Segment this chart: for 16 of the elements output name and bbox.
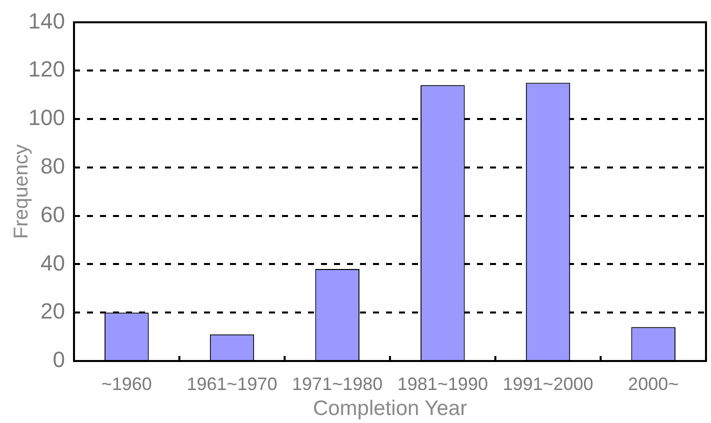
y-tick-label: 140 (28, 8, 65, 34)
x-tick-label: 1981~1990 (397, 374, 488, 394)
x-axis-title: Completion Year (312, 397, 468, 420)
y-axis-title: Frequency (10, 144, 33, 239)
y-tick-label: 80 (40, 153, 65, 178)
y-tick-label: 0 (52, 347, 65, 372)
x-tick-label: ~1960 (101, 374, 152, 394)
x-tick-label: 2000~ (628, 374, 679, 394)
y-tick-label: 100 (28, 105, 65, 130)
y-tick-label: 40 (40, 250, 65, 276)
y-tick-label: 60 (40, 202, 65, 227)
y-tick-label: 20 (40, 298, 65, 324)
y-tick-label: 120 (28, 56, 65, 82)
x-tick-label: 1991~2000 (502, 374, 594, 394)
x-tick-label: 1961~1970 (186, 374, 278, 394)
x-tick-label: 1971~1980 (292, 374, 383, 394)
